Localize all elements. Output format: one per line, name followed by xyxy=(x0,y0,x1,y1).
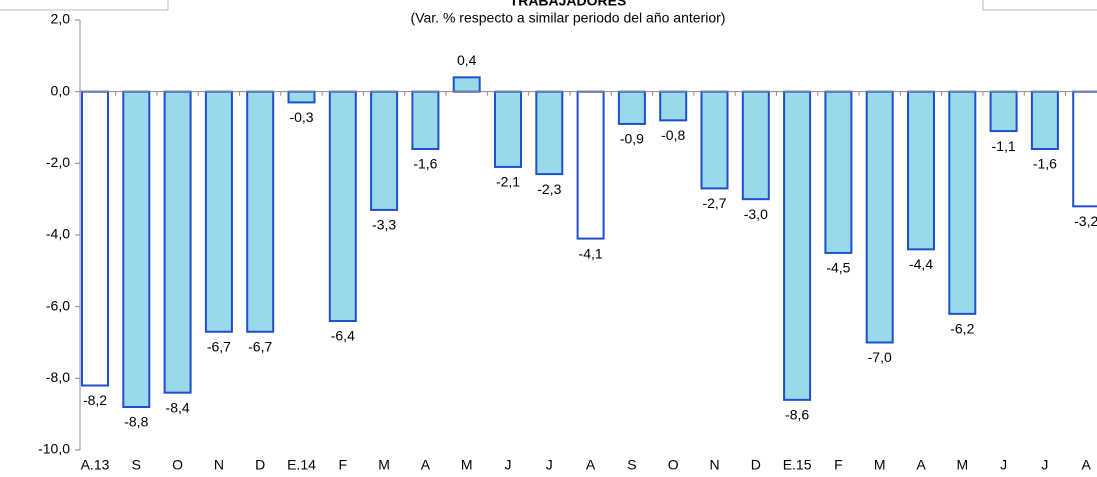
bar xyxy=(617,90,646,125)
x-tick-label: J xyxy=(1000,457,1007,473)
x-tick-label: A xyxy=(1082,457,1092,473)
value-label: 0,4 xyxy=(457,52,477,68)
x-tick-label: M xyxy=(956,457,968,473)
x-tick-label: A xyxy=(916,457,926,473)
x-tick-label: M xyxy=(461,457,473,473)
bar xyxy=(204,90,233,333)
bar xyxy=(328,90,357,322)
value-label: -6,7 xyxy=(207,338,231,354)
bar xyxy=(494,90,522,168)
bar xyxy=(535,90,564,176)
x-tick-label: J xyxy=(546,457,553,473)
bar xyxy=(411,90,440,150)
x-tick-label: E.14 xyxy=(287,457,316,473)
value-label: -0,8 xyxy=(661,127,685,143)
x-tick-label: S xyxy=(627,457,636,473)
value-label: -2,3 xyxy=(537,181,561,197)
bar xyxy=(783,90,812,401)
value-label: -0,3 xyxy=(289,109,313,125)
value-label: -8,8 xyxy=(124,414,148,430)
bar xyxy=(576,90,605,240)
y-tick-label: -2,0 xyxy=(46,154,70,170)
y-tick-label: -8,0 xyxy=(46,369,70,385)
value-label: -4,4 xyxy=(909,256,933,272)
value-label: -7,0 xyxy=(868,349,892,365)
bar xyxy=(700,90,729,190)
chart-title: TRABAJADORES xyxy=(510,0,627,9)
bar xyxy=(948,90,977,315)
value-label: -2,7 xyxy=(702,195,726,211)
value-label: -6,4 xyxy=(331,328,355,344)
bar xyxy=(370,90,399,211)
value-label: -1,6 xyxy=(413,156,437,172)
value-label: -6,7 xyxy=(248,338,272,354)
value-label: -3,2 xyxy=(1074,213,1097,229)
x-tick-label: S xyxy=(132,457,141,473)
bar xyxy=(1072,90,1097,208)
value-label: -4,1 xyxy=(579,245,603,261)
bar xyxy=(163,90,192,394)
y-tick-label: 2,0 xyxy=(51,11,71,27)
x-tick-label: J xyxy=(1041,457,1048,473)
x-tick-label: J xyxy=(505,457,512,473)
value-label: -6,2 xyxy=(950,321,974,337)
bar xyxy=(824,90,853,254)
bar xyxy=(865,90,894,344)
bar xyxy=(659,90,688,122)
x-tick-label: O xyxy=(668,457,679,473)
value-label: -0,9 xyxy=(620,131,644,147)
x-tick-label: A.13 xyxy=(81,457,110,473)
value-label: -2,1 xyxy=(496,174,520,190)
value-label: -4,5 xyxy=(826,260,850,276)
value-label: -8,6 xyxy=(785,407,809,423)
chart-subtitle: (Var. % respecto a similar periodo del a… xyxy=(411,10,726,26)
x-tick-label: N xyxy=(214,457,224,473)
value-label: -8,4 xyxy=(166,399,190,415)
bar xyxy=(452,76,481,93)
x-tick-label: N xyxy=(709,457,719,473)
legend-box xyxy=(982,0,1097,11)
x-tick-label: E.15 xyxy=(783,457,812,473)
value-label: -1,1 xyxy=(992,138,1016,154)
x-tick-label: D xyxy=(255,457,265,473)
bar xyxy=(246,90,275,333)
legend-box xyxy=(0,0,169,11)
y-tick-label: 0,0 xyxy=(51,82,71,98)
bar xyxy=(1030,90,1059,150)
bar xyxy=(122,90,151,409)
y-tick-label: -10,0 xyxy=(38,441,70,457)
x-tick-label: O xyxy=(172,457,183,473)
bar xyxy=(907,90,935,251)
x-tick-label: D xyxy=(751,457,761,473)
x-tick-label: M xyxy=(378,457,390,473)
value-label: -3,3 xyxy=(372,217,396,233)
bar xyxy=(81,90,109,387)
bar xyxy=(741,90,770,201)
x-tick-label: F xyxy=(339,457,348,473)
x-tick-label: M xyxy=(874,457,886,473)
x-tick-label: F xyxy=(834,457,843,473)
bar xyxy=(287,90,316,104)
value-label: -3,0 xyxy=(744,206,768,222)
x-tick-label: A xyxy=(586,457,596,473)
bar xyxy=(989,90,1018,133)
y-tick-label: -6,0 xyxy=(46,297,70,313)
value-label: -1,6 xyxy=(1033,156,1057,172)
y-tick-label: -4,0 xyxy=(46,226,70,242)
x-tick-label: A xyxy=(421,457,431,473)
value-label: -8,2 xyxy=(83,392,107,408)
